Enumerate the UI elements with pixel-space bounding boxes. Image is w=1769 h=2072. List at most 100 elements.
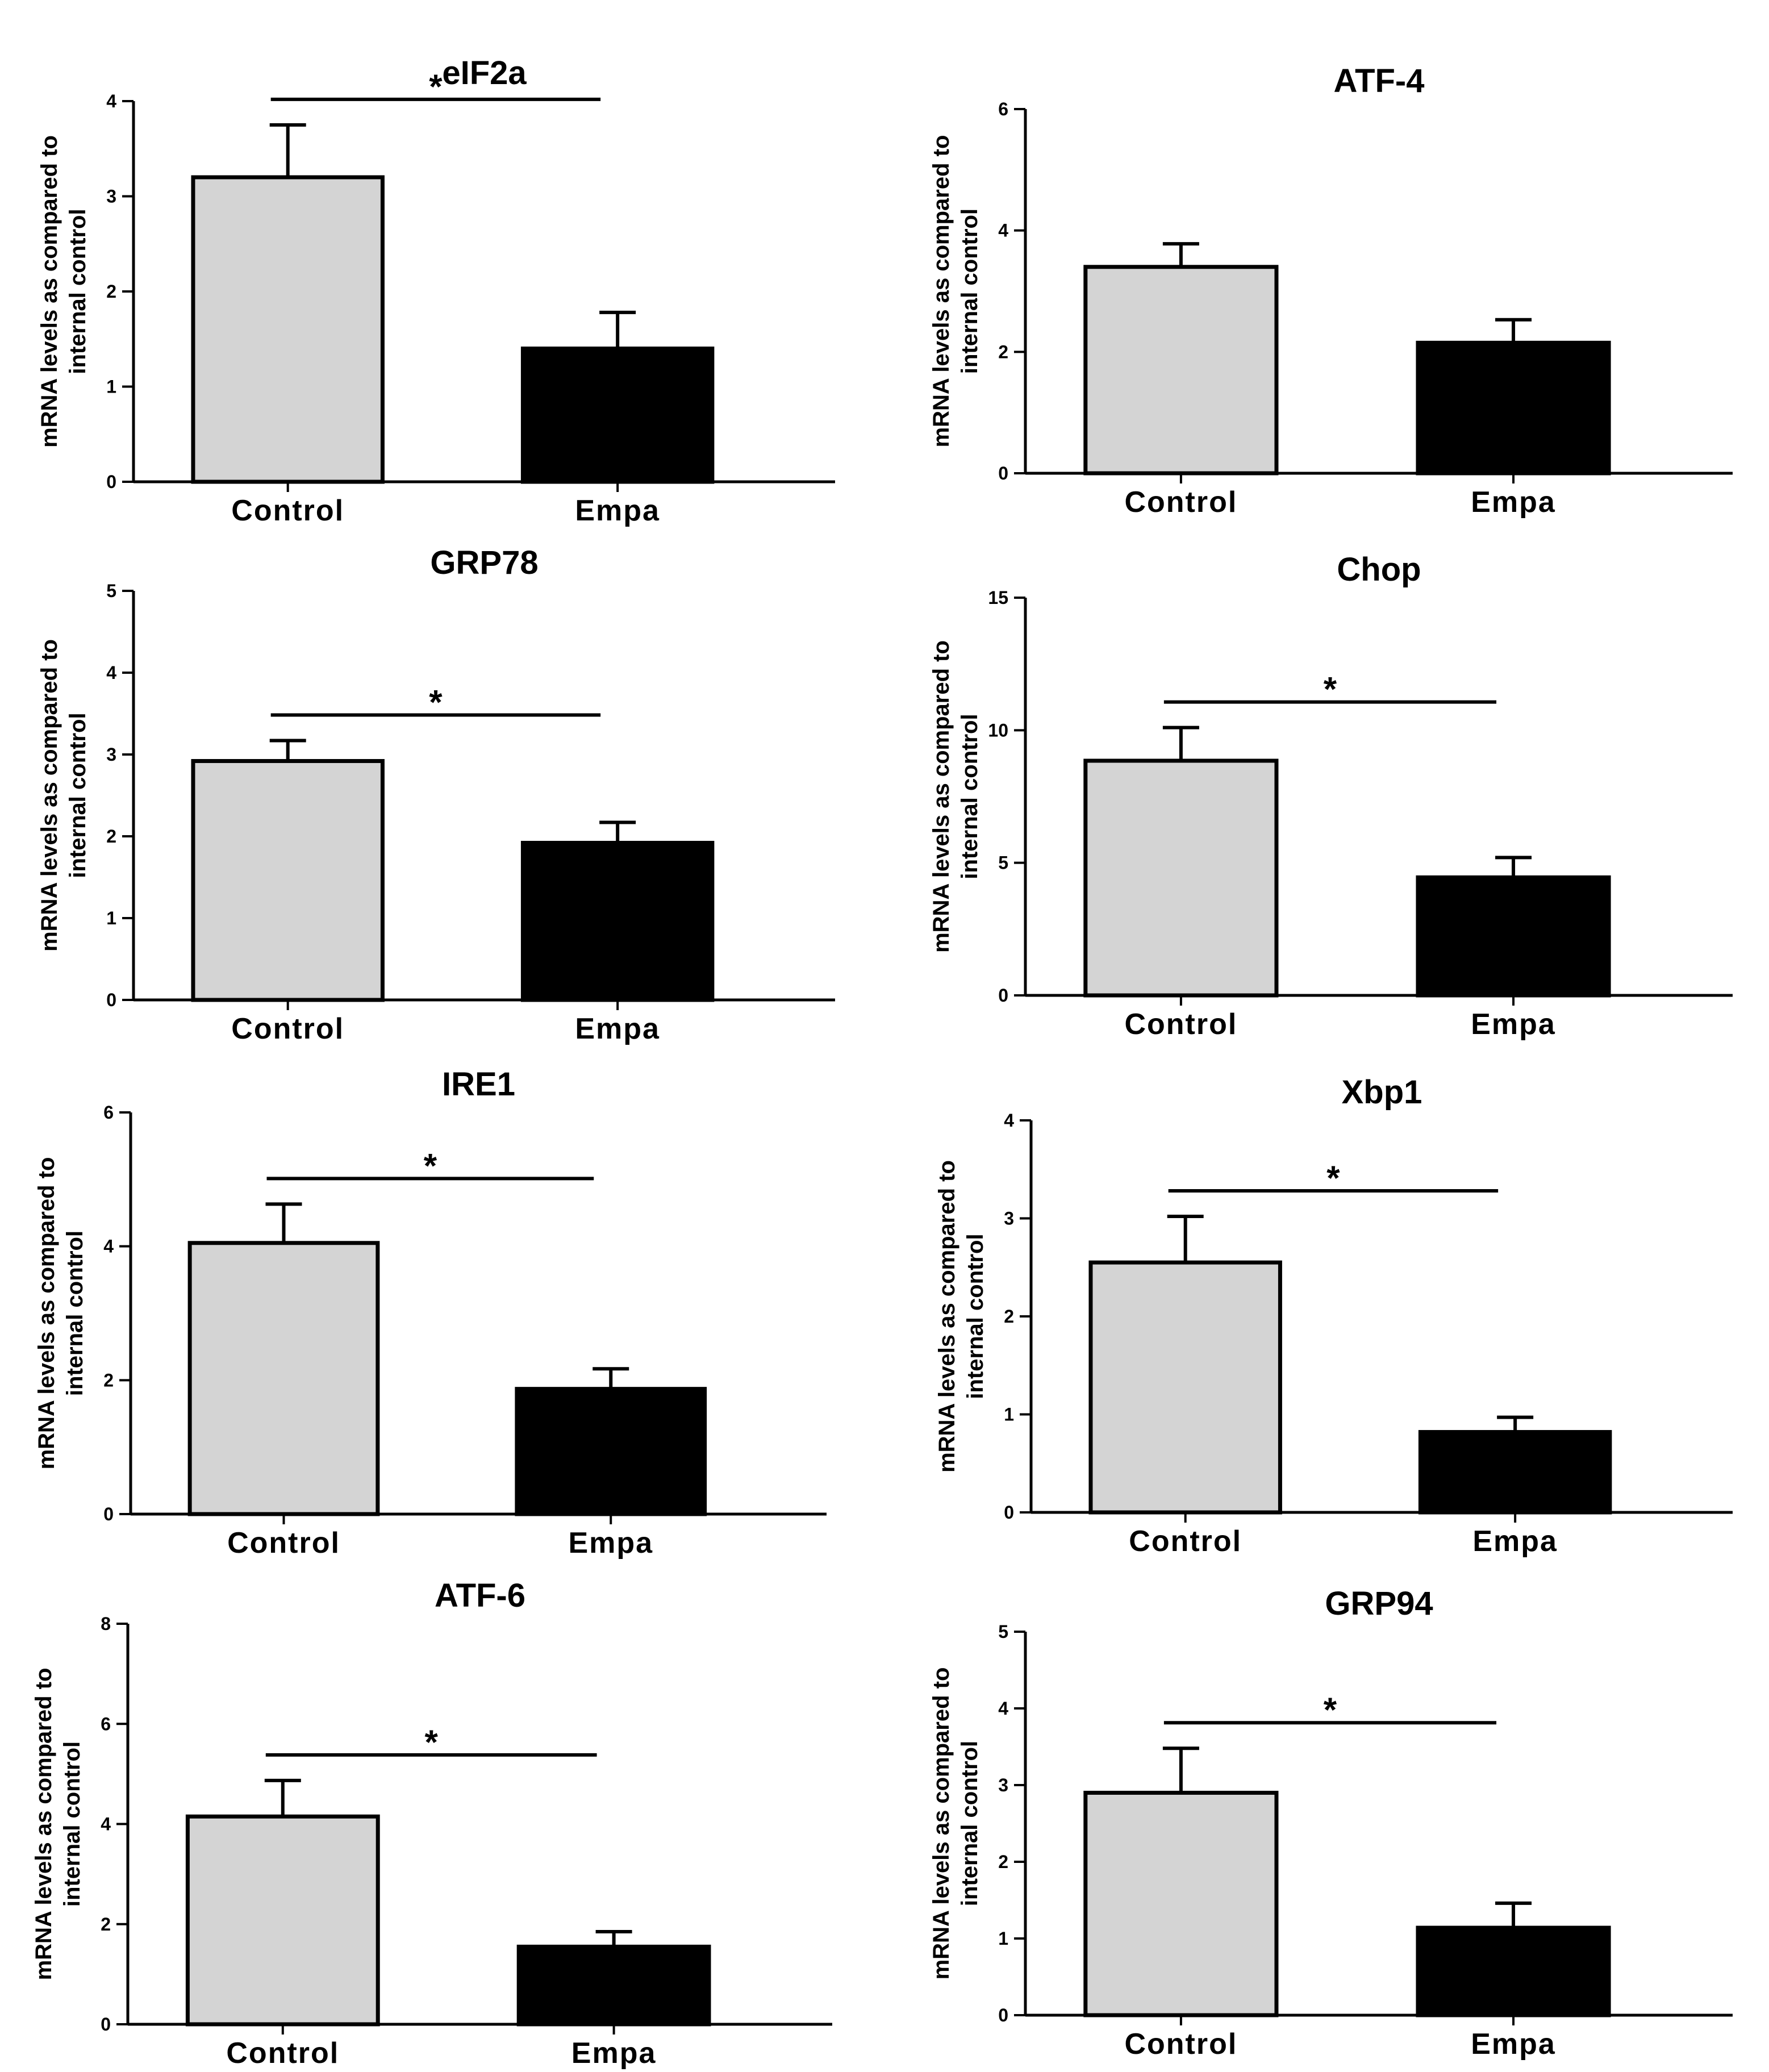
y-tick-label: 6	[103, 1102, 114, 1123]
bar-control	[1083, 758, 1279, 998]
y-axis-label: mRNA levels as compared to internal contr…	[37, 135, 90, 448]
bar-empa	[1416, 875, 1611, 998]
category-label: Empa	[571, 2037, 657, 2070]
y-tick-label: 3	[106, 186, 116, 207]
category-label: Empa	[1471, 2028, 1556, 2061]
y-tick-label: 2	[106, 826, 116, 847]
y-tick-label: 3	[998, 1775, 1008, 1795]
y-tick-label: 5	[998, 1621, 1008, 1642]
y-tick-label: 1	[998, 1928, 1008, 1949]
category-label: Empa	[575, 1012, 660, 1045]
bar-control	[187, 1241, 380, 1516]
y-axis-label-line: internal control	[963, 1233, 988, 1399]
y-tick-label: 4	[103, 1236, 114, 1257]
y-tick-label: 1	[1004, 1404, 1014, 1425]
bar-empa	[516, 1944, 711, 2027]
y-axis-label-line: mRNA levels as compared to	[37, 135, 62, 448]
y-axis-label: mRNA levels as compared to internal contr…	[37, 639, 90, 952]
significance-star: *	[429, 683, 443, 722]
chart-title: ATF-4	[1333, 62, 1424, 99]
y-axis-label-line: mRNA levels as compared to	[37, 639, 62, 952]
y-tick-label: 4	[106, 91, 116, 111]
chart-title: IRE1	[442, 1066, 515, 1103]
y-tick-label: 1	[106, 908, 116, 928]
bar-empa	[1418, 1430, 1612, 1515]
chart-panel-5: IRE1 mRNA levels as compared to internal c…	[34, 1066, 827, 1560]
y-tick-label: 5	[106, 581, 116, 601]
category-label: Control	[1124, 2028, 1237, 2061]
category-label: Control	[226, 2037, 339, 2070]
category-label: Control	[1129, 1525, 1242, 1558]
category-label: Empa	[1472, 1525, 1558, 1558]
y-axis-label-line: mRNA levels as compared to	[34, 1157, 59, 1470]
y-tick-label: 0	[106, 472, 116, 492]
chart-panel-2: ATF-4 mRNA levels as compared to internal …	[929, 62, 1733, 519]
bar-control	[191, 759, 385, 1002]
chart-panel-7: ATF-6 mRNA levels as compared to internal …	[31, 1577, 832, 2070]
y-tick-label: 0	[998, 2005, 1008, 2025]
y-tick-label: 2	[998, 341, 1008, 362]
bar-control	[1083, 265, 1279, 476]
y-axis-label-line: internal control	[957, 1741, 982, 1906]
y-axis-label: mRNA levels as compared to internal contr…	[31, 1668, 85, 1981]
chart-title: ATF-6	[435, 1577, 525, 1614]
y-axis-label: mRNA levels as compared to internal contr…	[34, 1157, 87, 1470]
bar-control	[1083, 1791, 1279, 2017]
y-tick-label: 2	[1004, 1306, 1014, 1327]
y-tick-label: 0	[1004, 1502, 1014, 1523]
y-axis-label-line: mRNA levels as compared to	[929, 640, 954, 953]
significance-star: *	[425, 1723, 439, 1761]
chart-panel-1: eIF2a mRNA levels as compared to internal …	[37, 55, 835, 527]
y-tick-label: 2	[106, 281, 116, 302]
y-tick-label: 2	[103, 1370, 114, 1390]
y-tick-label: 0	[101, 2014, 111, 2035]
y-axis-label: mRNA levels as compared to internal contr…	[929, 135, 982, 448]
category-label: Empa	[575, 494, 660, 527]
y-tick-label: 2	[998, 1852, 1008, 1872]
bar-empa	[520, 841, 715, 1002]
y-tick-label: 6	[101, 1714, 111, 1734]
bar-empa	[1416, 1925, 1611, 2017]
significance-star: *	[1324, 670, 1337, 708]
y-tick-label: 10	[988, 720, 1008, 740]
y-tick-label: 8	[101, 1614, 111, 1634]
y-tick-label: 0	[106, 990, 116, 1010]
y-axis-label-line: mRNA levels as compared to	[31, 1668, 56, 1981]
y-axis-label-line: mRNA levels as compared to	[934, 1160, 959, 1473]
chart-panel-8: GRP94 mRNA levels as compared to internal …	[929, 1585, 1733, 2061]
category-label: Empa	[1471, 486, 1556, 519]
chart-panel-6: Xbp1 mRNA levels as compared to internal c…	[934, 1074, 1733, 1558]
chart-title: GRP94	[1325, 1585, 1433, 1622]
y-axis-label-line: internal control	[65, 712, 90, 878]
y-tick-label: 0	[998, 463, 1008, 483]
y-axis-label-line: internal control	[65, 209, 90, 374]
significance-star: *	[1326, 1159, 1340, 1197]
bar-empa	[520, 347, 715, 484]
category-label: Empa	[568, 1527, 653, 1560]
chart-title: Xbp1	[1342, 1074, 1422, 1111]
category-label: Control	[1124, 1008, 1237, 1041]
y-tick-label: 6	[998, 99, 1008, 119]
bar-control	[1088, 1260, 1282, 1515]
chart-panel-3: GRP78 mRNA levels as compared to internal …	[37, 544, 835, 1045]
y-tick-label: 4	[101, 1814, 111, 1835]
bar-empa	[515, 1387, 707, 1516]
y-axis-label-line: internal control	[957, 714, 982, 879]
y-axis-label-line: internal control	[957, 209, 982, 374]
significance-star: *	[424, 1147, 437, 1185]
chart-panel-4: Chop mRNA levels as compared to internal c…	[929, 551, 1733, 1041]
y-tick-label: 0	[998, 985, 1008, 1006]
y-tick-label: 15	[988, 587, 1008, 608]
y-tick-label: 1	[106, 377, 116, 397]
category-label: Empa	[1471, 1008, 1556, 1041]
y-tick-label: 2	[101, 1914, 111, 1935]
y-tick-label: 4	[106, 662, 116, 683]
chart-title: GRP78	[430, 544, 538, 581]
category-label: Control	[1124, 486, 1237, 519]
y-tick-label: 5	[998, 853, 1008, 873]
y-axis-label: mRNA levels as compared to internal contr…	[929, 640, 982, 953]
chart-title: Chop	[1337, 551, 1421, 588]
bar-control	[185, 1814, 380, 2027]
y-axis-label-line: mRNA levels as compared to	[929, 135, 954, 448]
